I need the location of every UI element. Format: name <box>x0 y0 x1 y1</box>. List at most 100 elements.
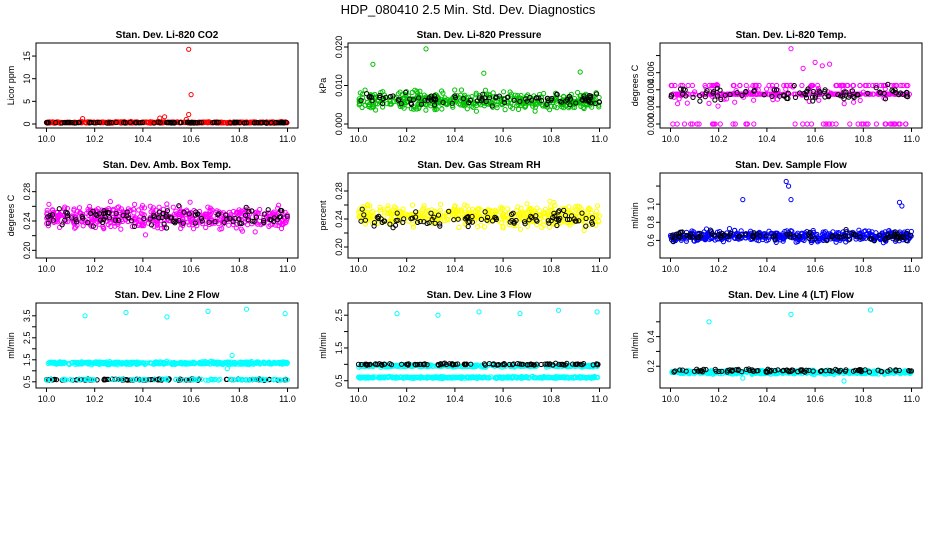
data-point <box>460 102 466 108</box>
y-axis-label: kPa <box>318 78 328 94</box>
y-tick-label: 0.000 <box>646 113 656 136</box>
data-point <box>45 214 51 220</box>
data-point <box>233 119 239 126</box>
data-point <box>155 217 161 223</box>
data-point <box>473 209 479 215</box>
data-point <box>583 223 589 229</box>
data-point <box>408 100 414 106</box>
y-tick-label: 0.006 <box>646 61 656 84</box>
x-tick-label: 11.0 <box>903 134 920 144</box>
data-point <box>518 205 524 211</box>
data-point <box>164 225 170 231</box>
data-point <box>95 360 101 366</box>
data-point <box>475 214 481 220</box>
data-point <box>206 219 212 225</box>
data-point <box>457 92 464 98</box>
data-point-outlier <box>899 203 905 209</box>
data-point <box>366 94 372 100</box>
data-point <box>118 226 124 232</box>
data-point <box>467 97 473 104</box>
data-point <box>891 82 897 89</box>
data-point <box>528 206 534 212</box>
data-point <box>411 106 417 112</box>
x-tick-label: 10.6 <box>494 394 512 404</box>
data-point <box>580 104 586 111</box>
data-point <box>117 210 123 216</box>
data-point <box>868 235 874 241</box>
figure-title: HDP_080410 2.5 Min. Std. Dev. Diagnostic… <box>341 2 596 17</box>
data-point <box>158 225 165 232</box>
data-point <box>163 212 169 218</box>
data-point <box>451 211 457 217</box>
data-point <box>694 121 700 127</box>
data-point <box>492 214 498 220</box>
data-point <box>489 208 495 215</box>
data-point <box>194 211 201 217</box>
data-point <box>59 361 65 367</box>
data-point <box>357 206 363 212</box>
panel-title: Stan. Dev. Li-820 Temp. <box>736 30 847 41</box>
data-point <box>677 91 683 97</box>
x-axis: 10.0 10.2 10.4 10.6 10.8 11.0 <box>350 388 608 404</box>
data-point-outlier <box>205 308 211 314</box>
data-point <box>252 120 258 126</box>
data-point <box>751 121 757 127</box>
x-tick-label: 11.0 <box>279 264 296 274</box>
data-point <box>416 209 422 215</box>
y-tick-label: 0.24 <box>334 210 344 228</box>
data-point <box>278 207 284 213</box>
data-point <box>416 95 422 101</box>
data-point <box>500 223 506 229</box>
data-point <box>857 97 863 104</box>
data-point <box>689 82 696 89</box>
data-point <box>265 207 271 213</box>
data-point <box>903 82 910 89</box>
data-point <box>856 227 862 233</box>
data-point <box>900 234 907 240</box>
data-point <box>889 121 895 127</box>
data-point <box>873 82 879 89</box>
data-point <box>446 208 452 214</box>
data-point-outlier <box>481 70 487 76</box>
data-point <box>704 88 710 94</box>
x-tick-label: 10.4 <box>758 134 776 144</box>
data-point <box>203 360 209 366</box>
data-point <box>59 222 65 228</box>
data-point <box>791 83 797 89</box>
data-point <box>45 220 51 226</box>
data-point <box>725 234 731 240</box>
data-point-outlier <box>788 197 794 203</box>
data-point <box>813 93 819 99</box>
data-point <box>394 210 400 216</box>
data-point <box>737 82 743 89</box>
data-point <box>62 204 68 210</box>
data-point <box>85 360 91 366</box>
data-point <box>517 226 524 232</box>
x-tick-label: 10.0 <box>350 134 368 144</box>
data-point <box>251 218 257 224</box>
data-point <box>702 82 708 89</box>
data-point <box>56 206 62 212</box>
x-tick-label: 10.8 <box>543 134 561 144</box>
data-point <box>865 90 871 96</box>
x-tick-label: 10.8 <box>231 264 249 274</box>
data-point <box>473 92 479 98</box>
data-point <box>743 82 749 89</box>
data-point <box>728 230 734 236</box>
x-tick-label: 10.2 <box>86 264 104 274</box>
data-point <box>50 217 56 223</box>
data-point <box>559 104 565 110</box>
data-point <box>102 214 108 220</box>
y-tick-label: 0.004 <box>646 79 656 102</box>
data-point-outlier <box>164 314 170 320</box>
data-point-outlier <box>423 46 429 52</box>
y-tick-label: 0.020 <box>334 36 344 59</box>
data-point-outlier <box>188 92 194 98</box>
data-point <box>261 360 268 367</box>
data-point <box>410 202 416 208</box>
data-point <box>726 226 733 232</box>
data-point <box>851 94 857 101</box>
data-point <box>790 84 796 90</box>
data-point <box>843 227 849 233</box>
